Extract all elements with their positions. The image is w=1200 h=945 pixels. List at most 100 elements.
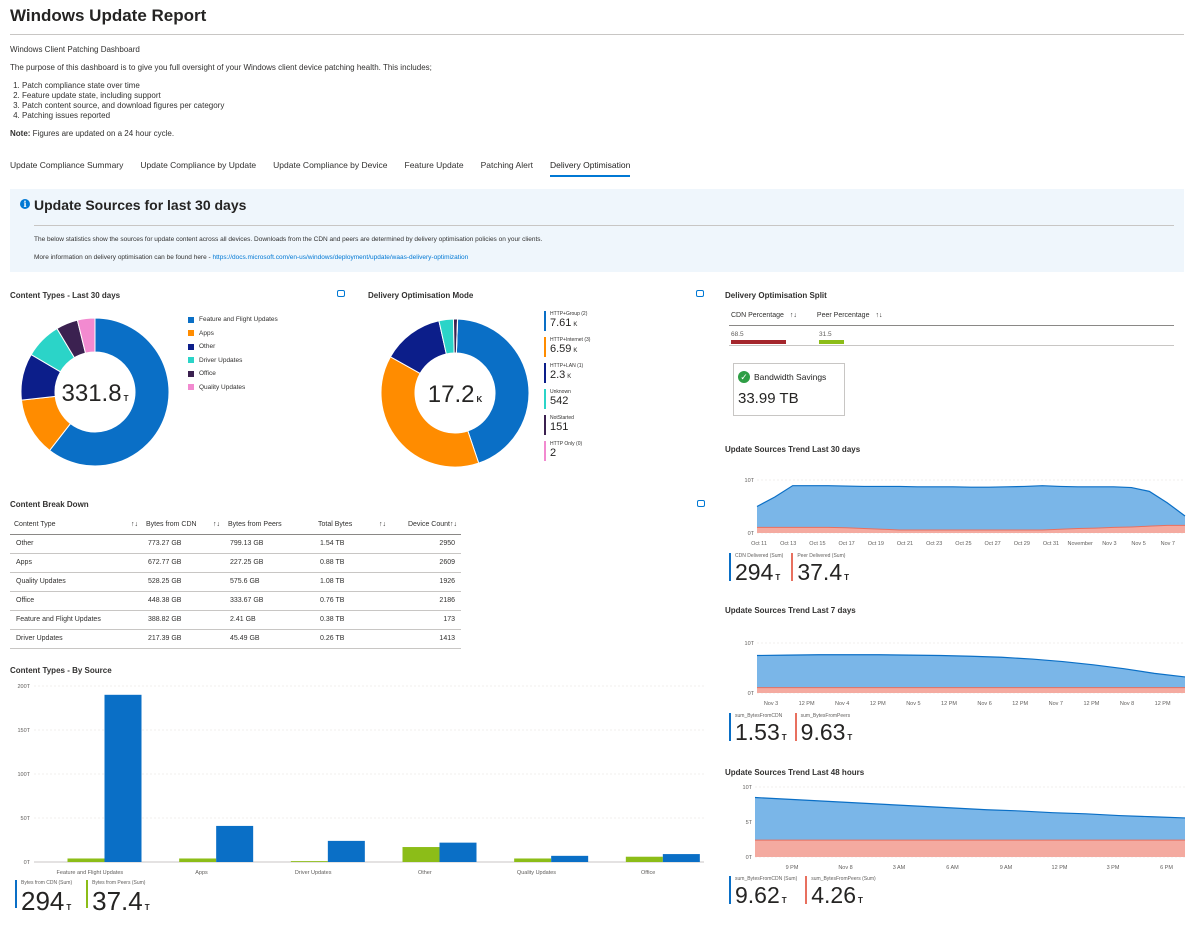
tab-feature-update[interactable]: Feature Update	[404, 160, 464, 170]
share-icon[interactable]	[337, 290, 345, 297]
share-icon[interactable]	[696, 290, 704, 297]
table-cell: 333.67 GB	[224, 591, 314, 611]
tab-patching-alert[interactable]: Patching Alert	[480, 160, 534, 170]
peer-area[interactable]	[757, 525, 1185, 533]
legend-value: 2.3 K	[550, 369, 572, 381]
x-tick-label: Oct 13	[780, 541, 796, 547]
x-tick-label: 6 AM	[946, 865, 959, 871]
legend-item[interactable]: Feature and Flight Updates	[188, 316, 278, 323]
bandwidth-savings-value: 33.99 TB	[738, 390, 799, 407]
bar[interactable]	[104, 694, 142, 862]
do-mode-donut	[380, 318, 530, 468]
docs-link[interactable]: https://docs.microsoft.com/en-us/windows…	[212, 254, 469, 261]
kpi-bytes-from-cdn: sum_BytesFromCDN 1.53 T	[729, 713, 787, 746]
sort-icon[interactable]: ↑↓	[875, 312, 883, 319]
table-row[interactable]: Office 448.38 GB 333.67 GB 0.76 TB 2186	[10, 591, 461, 611]
legend-item[interactable]: Driver Updates	[188, 357, 278, 364]
tab-update-compliance-by-update[interactable]: Update Compliance by Update	[140, 160, 257, 170]
kpi-label: Bytes from CDN (Sum)	[21, 880, 73, 886]
bar[interactable]	[625, 856, 663, 862]
peer-area[interactable]	[757, 687, 1185, 693]
column-header-content-type[interactable]: Content Type ↑↓	[10, 515, 142, 535]
bar[interactable]	[551, 855, 589, 862]
checkmark-icon: ✓	[738, 371, 750, 383]
bar[interactable]	[327, 840, 365, 862]
bar[interactable]	[662, 854, 700, 862]
legend-item[interactable]: HTTP Only (0) 2	[544, 441, 590, 461]
legend-item[interactable]: Other	[188, 343, 278, 350]
table-row[interactable]: Driver Updates 217.39 GB 45.49 GB 0.26 TB 14…	[10, 629, 461, 649]
do-mode-title: Delivery Optimisation Mode	[368, 291, 474, 300]
column-header-bytes-from-peers[interactable]: Bytes from Peers	[224, 515, 314, 535]
intro-list-item: Patch compliance state over time	[22, 81, 710, 91]
donut-slice[interactable]	[48, 317, 170, 467]
legend-swatch	[188, 384, 194, 390]
bar[interactable]	[439, 842, 477, 862]
legend-item[interactable]: HTTP+LAN (1) 2.3 K	[544, 363, 590, 383]
content-breakdown-title: Content Break Down	[10, 500, 89, 509]
x-tick-label: Nov 8	[1120, 701, 1134, 707]
column-header-device-count[interactable]: Device Count↑↓	[390, 515, 461, 535]
legend-item[interactable]: NotStarted 151	[544, 415, 590, 435]
legend-item[interactable]: Quality Updates	[188, 384, 278, 391]
x-tick-label: 12 PM	[1155, 701, 1171, 707]
peer-percentage-header[interactable]: Peer Percentage	[816, 312, 870, 319]
legend-item[interactable]: HTTP+Internet (3) 6.59 K	[544, 337, 590, 357]
bar[interactable]	[514, 858, 552, 862]
x-tick-label: Nov 6	[977, 701, 991, 707]
y-tick-label: 100T	[17, 772, 30, 778]
x-tick-label: Oct 21	[897, 541, 913, 547]
donut-slice[interactable]	[76, 317, 96, 354]
share-icon[interactable]	[697, 500, 705, 507]
table-cell: 0.26 TB	[314, 629, 390, 649]
cdn-area[interactable]	[757, 654, 1185, 693]
bar[interactable]	[179, 858, 217, 862]
donut-slice[interactable]	[380, 356, 480, 468]
do-split-title: Delivery Optimisation Split	[725, 291, 827, 300]
legend-swatch	[188, 330, 194, 336]
trend48-kpis: sum_BytesFromCDN (Sum) 9.62 T sum_BytesFr…	[729, 876, 876, 909]
legend-item[interactable]: Apps	[188, 330, 278, 337]
table-cell: 2.41 GB	[224, 610, 314, 630]
x-tick-label: Oct 27	[984, 541, 1000, 547]
table-cell: Apps	[10, 553, 142, 573]
x-tick-label: 3 PM	[1107, 865, 1120, 871]
donut-slice[interactable]	[455, 318, 530, 464]
x-tick-label: Other	[418, 870, 432, 876]
cdn-percentage-header[interactable]: CDN Percentage	[731, 312, 784, 319]
tab-update-compliance-by-device[interactable]: Update Compliance by Device	[273, 160, 388, 170]
x-tick-label: 12 PM	[799, 701, 815, 707]
sort-icon[interactable]: ↑↓	[789, 312, 797, 319]
content-types-total-value: 331.8	[61, 380, 122, 407]
legend-item[interactable]: Unknown 542	[544, 389, 590, 409]
info-line-1: The below statistics show the sources fo…	[34, 236, 543, 243]
peer-line	[757, 524, 1185, 531]
donut-slice[interactable]	[455, 318, 459, 354]
peer-area[interactable]	[755, 840, 1185, 857]
do-split-row-divider	[729, 345, 1174, 346]
info-line-2-prefix: More information on delivery optimisatio…	[34, 254, 213, 261]
legend-item[interactable]: HTTP+Group (2) 7.61 K	[544, 311, 590, 331]
tab-delivery-optimisation[interactable]: Delivery Optimisation	[550, 160, 631, 177]
table-row[interactable]: Quality Updates 528.25 GB 575.6 GB 1.08 TB 1…	[10, 572, 461, 592]
tab-update-compliance-summary[interactable]: Update Compliance Summary	[10, 160, 124, 170]
legend-swatch	[544, 337, 546, 357]
legend-swatch	[188, 343, 194, 350]
legend-item[interactable]: Office	[188, 370, 278, 377]
y-tick-label: 0T	[746, 855, 753, 861]
table-row[interactable]: Apps 672.77 GB 227.25 GB 0.88 TB 2609	[10, 553, 461, 573]
column-header-bytes-from-cdn[interactable]: Bytes from CDN ↑↓	[142, 515, 224, 535]
bar[interactable]	[402, 847, 440, 862]
kpi-peer-delivered: Peer Delivered (Sum) 37.4 T	[791, 553, 849, 586]
cdn-area[interactable]	[757, 485, 1185, 533]
x-tick-label: Driver Updates	[295, 870, 332, 876]
bar[interactable]	[216, 825, 254, 862]
legend-swatch	[544, 389, 546, 409]
table-row[interactable]: Other 773.27 GB 799.13 GB 1.54 TB 2950	[10, 534, 461, 554]
x-tick-label: 9 PM	[786, 865, 799, 871]
bar[interactable]	[67, 858, 105, 862]
cdn-percentage-bar	[731, 340, 786, 344]
bar[interactable]	[290, 861, 328, 862]
table-row[interactable]: Feature and Flight Updates 388.82 GB 2.41 …	[10, 610, 461, 630]
column-header-total-bytes[interactable]: Total Bytes ↑↓	[314, 515, 390, 535]
